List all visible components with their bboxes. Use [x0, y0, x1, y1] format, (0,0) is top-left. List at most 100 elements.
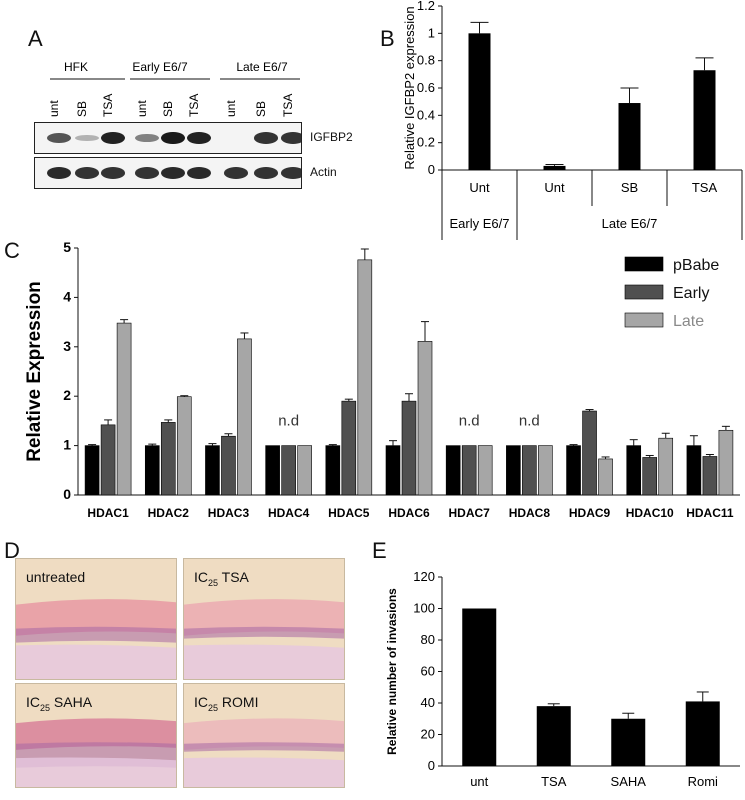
blot-lane-label: TSA	[281, 94, 295, 117]
blot-band	[187, 167, 211, 179]
bar	[626, 445, 642, 496]
y-axis-title: Relative number of invasions	[385, 588, 399, 755]
y-tick-label: 120	[413, 569, 435, 584]
not-detected-annotation: n.d	[278, 413, 299, 430]
bar	[686, 445, 702, 496]
y-axis-title: Relative IGFBP2 expression	[402, 6, 417, 169]
bar	[658, 437, 674, 496]
bar	[461, 445, 477, 496]
bar	[702, 456, 718, 496]
bar	[598, 458, 613, 496]
y-tick-label: 0.4	[417, 107, 435, 122]
bar	[506, 445, 521, 496]
x-tick-label: unt	[470, 774, 488, 789]
blot-band	[135, 167, 159, 179]
blot-band	[135, 133, 159, 143]
y-tick-label: 2	[63, 387, 71, 403]
blot-band	[254, 132, 278, 144]
bar	[144, 445, 160, 496]
blot-label-igfbp2: IGFBP2	[310, 130, 353, 144]
bar	[221, 435, 236, 496]
y-tick-label: 80	[421, 632, 435, 647]
x-tick-label: HDAC9	[569, 506, 611, 520]
blot-group-label: HFK	[64, 60, 88, 74]
bar	[536, 706, 571, 766]
bar	[445, 445, 461, 496]
y-tick-label: 0	[428, 162, 435, 177]
bar	[205, 445, 220, 496]
blot-lane-label: unt	[135, 100, 149, 117]
y-tick-label: 0	[428, 758, 435, 773]
blot-band	[101, 167, 125, 179]
blot-band	[47, 167, 71, 179]
x-tick-label: HDAC6	[388, 506, 430, 520]
bar	[237, 338, 252, 496]
x-group-label: Early E6/7	[450, 216, 510, 231]
histology-dermis	[184, 757, 344, 787]
bar	[685, 701, 720, 766]
bar	[116, 322, 132, 496]
blot-band	[101, 131, 125, 145]
bar	[618, 103, 641, 170]
bar	[325, 445, 341, 496]
blot-lane-label: unt	[47, 100, 61, 117]
x-tick-label: Unt	[469, 180, 490, 195]
panel-letter-d: D	[4, 538, 20, 563]
histology-image	[184, 684, 344, 787]
x-tick-label: SB	[621, 180, 638, 195]
blot-band	[161, 167, 185, 179]
x-tick-label: HDAC3	[208, 506, 250, 520]
legend-label: Late	[673, 313, 704, 330]
histology-dermis	[16, 644, 176, 679]
blot-band	[75, 167, 99, 179]
bar	[100, 424, 116, 496]
histology-basal-layer	[16, 626, 176, 643]
x-tick-label: HDAC7	[449, 506, 491, 520]
histology-ic25-tsa: IC25 TSA	[183, 558, 345, 680]
histology-ic25-saha: IC25 SAHA	[15, 683, 177, 788]
bar	[693, 70, 716, 170]
blot-lane-label: SB	[161, 101, 175, 117]
blot-lane-label: TSA	[101, 94, 115, 117]
x-tick-label: TSA	[692, 180, 718, 195]
bar	[84, 445, 100, 496]
histology-basal-layer	[184, 626, 344, 639]
histology-dermis	[16, 757, 176, 787]
x-tick-label: HDAC5	[328, 506, 370, 520]
panel-letter-b: B	[380, 26, 395, 51]
histology-basal-layer	[184, 742, 344, 752]
histology-ic25-romi: IC25 ROMI	[183, 683, 345, 788]
bar	[401, 400, 417, 496]
x-tick-label: HDAC11	[686, 506, 734, 520]
y-tick-label: 100	[413, 601, 435, 616]
bar	[385, 445, 401, 496]
histology-label: IC25 TSA	[194, 569, 249, 588]
blot-row-igfbp2	[34, 122, 302, 154]
not-detected-annotation: n.d	[459, 413, 480, 430]
x-tick-label: HDAC8	[509, 506, 551, 520]
x-tick-label: HDAC10	[626, 506, 674, 520]
x-tick-label: HDAC1	[87, 506, 129, 520]
blot-band	[224, 167, 248, 179]
western-blot-panel: HFK Early E6/7 Late E6/7 unt SB TSA unt SB TSA un…	[47, 60, 300, 117]
y-tick-label: 0.8	[417, 53, 435, 68]
legend-swatch	[624, 284, 664, 300]
panel-letter-e: E	[372, 538, 387, 563]
blot-label-actin: Actin	[310, 165, 337, 179]
bar	[566, 445, 581, 496]
histology-image	[16, 684, 176, 787]
not-detected-annotation: n.d	[519, 413, 540, 430]
blot-band	[254, 167, 278, 179]
bar	[176, 396, 192, 496]
x-tick-label: TSA	[541, 774, 567, 789]
y-tick-label: 0	[63, 486, 71, 502]
y-tick-label: 60	[421, 664, 435, 679]
histology-label: IC25 ROMI	[194, 694, 259, 713]
histology-epithelium	[16, 599, 176, 636]
histology-dermis	[184, 644, 344, 679]
histology-epithelium	[16, 718, 176, 750]
histology-label: IC25 SAHA	[26, 694, 93, 713]
bar	[538, 445, 553, 496]
legend-label: Early	[673, 285, 709, 302]
blot-band	[187, 131, 211, 145]
